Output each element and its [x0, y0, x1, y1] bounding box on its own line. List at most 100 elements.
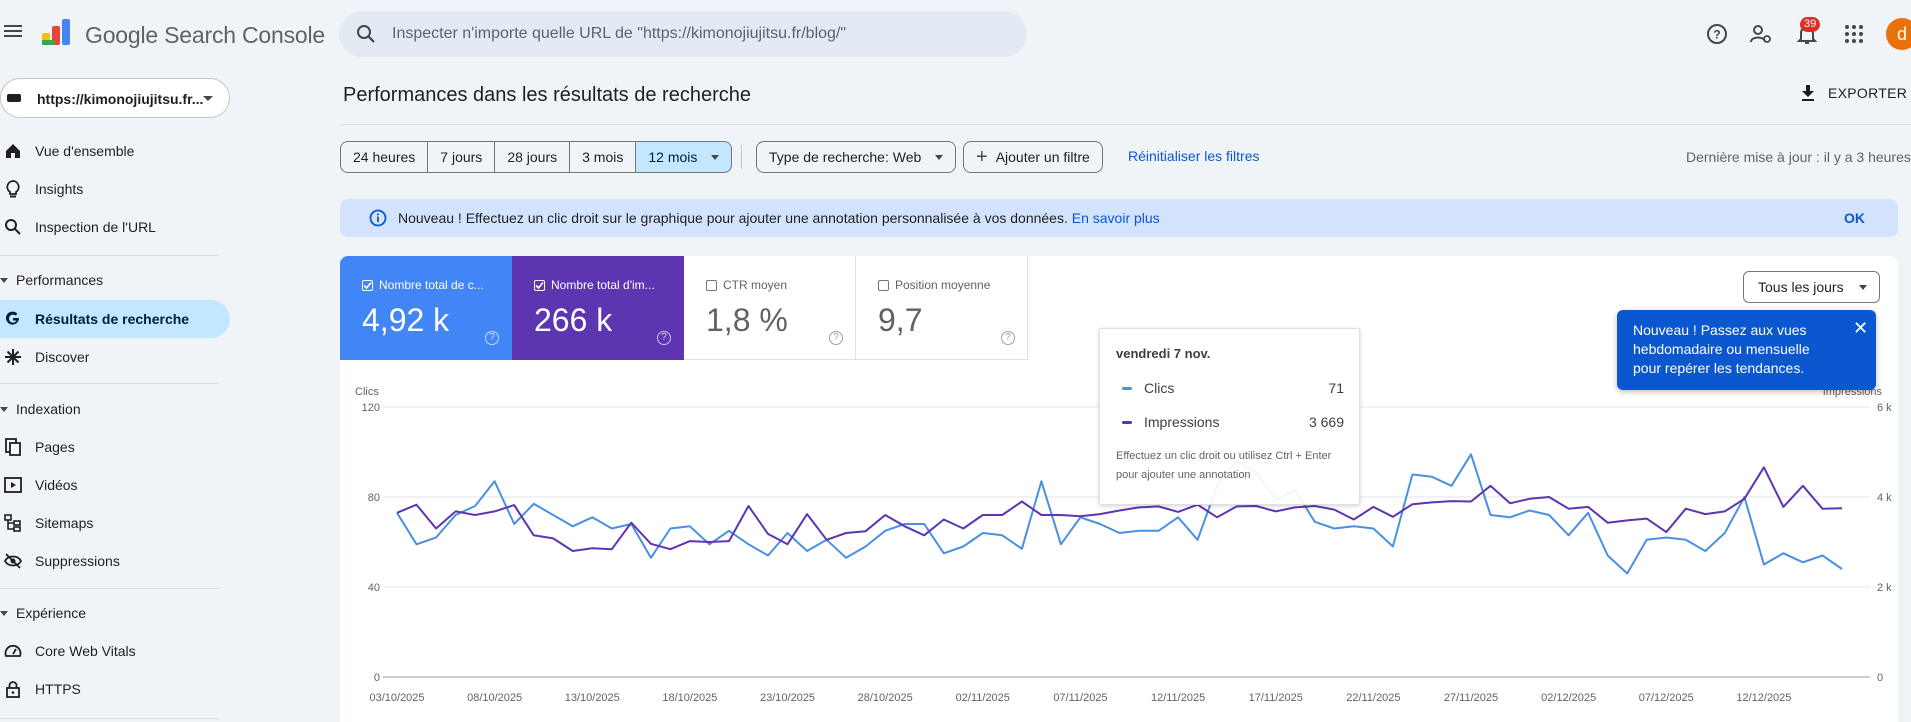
metric-label: CTR moyen — [723, 278, 788, 292]
sidebar-item-label: Insights — [35, 181, 84, 197]
help-icon[interactable]: ? — [829, 331, 843, 345]
url-inspection-search[interactable] — [339, 11, 1027, 57]
x-tick-label: 12/11/2025 — [1151, 692, 1205, 704]
sidebar-item-core-web-vitals[interactable]: Core Web Vitals — [0, 632, 230, 670]
x-tick-label: 03/10/2025 — [369, 692, 424, 704]
account-avatar[interactable]: d — [1886, 18, 1911, 50]
y-right-tick-label: 2 k — [1877, 582, 1892, 594]
property-selector[interactable]: https://kimonojiujitsu.fr... — [0, 78, 230, 118]
x-tick-label: 28/10/2025 — [858, 692, 913, 704]
sidebar-item-https[interactable]: HTTPS — [0, 670, 230, 708]
tooltip-series-value: 71 — [1328, 380, 1344, 396]
chevron-down-icon — [203, 96, 213, 101]
y-left-tick-label: 40 — [368, 582, 380, 594]
learn-more-link[interactable]: En savoir plus — [1071, 210, 1160, 226]
range-28d-button[interactable]: 28 jours — [495, 141, 571, 173]
banner-ok-button[interactable]: OK — [1844, 210, 1865, 226]
sidebar-item-label: Sitemaps — [35, 515, 94, 531]
sidebar-item-search-results[interactable]: Résultats de recherche — [0, 300, 230, 338]
metric-header: Nombre total d'im... — [534, 278, 655, 292]
range-7d-button[interactable]: 7 jours — [428, 141, 496, 173]
svg-text:?: ? — [1713, 28, 1720, 42]
x-tick-label: 13/10/2025 — [565, 692, 620, 704]
sidebar-item-pages[interactable]: Pages — [0, 428, 230, 466]
checkbox-icon[interactable] — [706, 279, 717, 291]
granularity-dropdown[interactable]: Tous les jours — [1743, 271, 1880, 303]
close-icon[interactable]: ✕ — [1853, 318, 1869, 338]
sidebar-item-label: Vidéos — [35, 477, 78, 493]
section-label: Performances — [16, 272, 104, 288]
sidebar-item-discover[interactable]: Discover — [0, 338, 230, 376]
sidebar-item-videos[interactable]: Vidéos — [0, 466, 230, 504]
range-12m-button[interactable]: 12 mois — [636, 141, 733, 173]
series-line-impressions[interactable] — [396, 466, 1843, 552]
reset-filters-link[interactable]: Réinitialiser les filtres — [1128, 148, 1260, 164]
metric-value: 266 k — [534, 302, 613, 338]
search-icon — [357, 25, 375, 43]
range-24h-button[interactable]: 24 heures — [340, 141, 429, 173]
section-experience[interactable]: Expérience — [0, 598, 86, 628]
x-tick-label: 08/10/2025 — [467, 692, 522, 704]
help-icon[interactable]: ? — [1001, 331, 1015, 345]
apps-grid-icon[interactable] — [1840, 20, 1868, 48]
y-left-axis-title: Clics — [355, 386, 379, 398]
help-icon[interactable]: ? — [1703, 20, 1731, 48]
caret-down-icon — [0, 610, 8, 616]
sidebar-item-removals[interactable]: Suppressions — [0, 542, 230, 580]
add-filter-button[interactable]: + Ajouter un filtre — [963, 141, 1103, 173]
checkbox-checked-icon[interactable] — [362, 279, 373, 291]
metric-total-impressions[interactable]: Nombre total d'im... 266 k ? — [512, 256, 684, 360]
section-indexation[interactable]: Indexation — [0, 394, 81, 424]
gauge-icon — [4, 642, 22, 660]
search-console-logo[interactable] — [41, 17, 76, 52]
checkbox-icon[interactable] — [878, 279, 889, 291]
metric-average-position[interactable]: Position moyenne 9,7 ? — [856, 256, 1028, 360]
x-tick-label: 23/10/2025 — [760, 692, 815, 704]
annotation-info-banner: Nouveau ! Effectuez un clic droit sur le… — [340, 199, 1898, 237]
y-left-tick-label: 80 — [368, 492, 380, 504]
sidebar-item-insights[interactable]: Insights — [0, 170, 230, 208]
metric-average-ctr[interactable]: CTR moyen 1,8 % ? — [684, 256, 856, 360]
x-tick-label: 27/11/2025 — [1444, 692, 1498, 704]
help-icon[interactable]: ? — [657, 331, 671, 345]
section-performances[interactable]: Performances — [0, 265, 103, 295]
last-update-text: Dernière mise à jour : il y a 3 heures — [1686, 149, 1911, 165]
metric-total-clicks[interactable]: Nombre total de c... 4,92 k ? — [340, 256, 512, 360]
sidebar-item-label: Core Web Vitals — [35, 643, 136, 659]
range-12m-label: 12 mois — [648, 149, 698, 165]
user-settings-icon[interactable] — [1747, 20, 1775, 48]
x-tick-label: 07/11/2025 — [1053, 692, 1107, 704]
tip-text: Nouveau ! Passez aux vues hebdomadaire o… — [1633, 322, 1810, 376]
sidebar-item-overview[interactable]: Vue d'ensemble — [0, 132, 230, 170]
section-label: Indexation — [16, 401, 81, 417]
video-icon — [4, 476, 22, 494]
sidebar-item-label: Vue d'ensemble — [35, 143, 135, 159]
tooltip-series-name: Impressions — [1144, 414, 1220, 430]
plus-icon: + — [976, 146, 988, 168]
sidebar: https://kimonojiujitsu.fr... Vue d'ensem… — [0, 68, 230, 722]
export-button[interactable]: EXPORTER — [1800, 84, 1907, 102]
asterisk-icon — [4, 348, 22, 366]
checkbox-checked-icon[interactable] — [534, 279, 545, 291]
export-label: EXPORTER — [1828, 85, 1908, 101]
search-type-filter-chip[interactable]: Type de recherche: Web — [756, 141, 957, 173]
banner-text: Nouveau ! Effectuez un clic droit sur le… — [398, 210, 1160, 226]
metric-label: Nombre total de c... — [379, 278, 484, 292]
eye-off-icon — [4, 552, 22, 570]
sidebar-item-url-inspection[interactable]: Inspection de l'URL — [0, 208, 230, 246]
google-g-icon — [4, 310, 22, 328]
search-input[interactable] — [392, 11, 1012, 57]
banner-message: Nouveau ! Effectuez un clic droit sur le… — [398, 210, 1068, 226]
metric-header: Position moyenne — [878, 278, 990, 292]
sidebar-item-sitemaps[interactable]: Sitemaps — [0, 504, 230, 542]
x-tick-label: 22/11/2025 — [1346, 692, 1400, 704]
main-menu-icon[interactable] — [4, 22, 24, 42]
x-tick-label: 02/12/2025 — [1541, 692, 1596, 704]
notification-count-badge: 39 — [1800, 17, 1821, 32]
filter-separator — [741, 145, 742, 169]
range-3m-button[interactable]: 3 mois — [570, 141, 637, 173]
series-line-clics[interactable] — [396, 453, 1843, 575]
tooltip-series-value: 3 669 — [1308, 414, 1344, 430]
help-icon[interactable]: ? — [485, 331, 499, 345]
date-range-selector: 24 heures 7 jours 28 jours 3 mois 12 moi… — [340, 141, 733, 173]
